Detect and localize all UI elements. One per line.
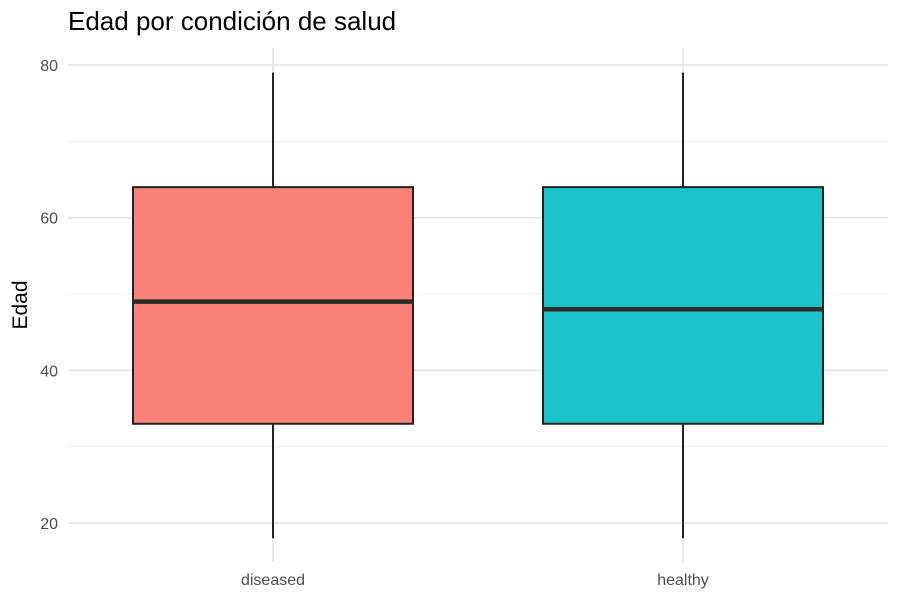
box-healthy [542, 186, 824, 425]
box-diseased [132, 186, 414, 425]
y-tick-label: 20 [40, 516, 58, 533]
chart-title: Edad por condición de salud [68, 6, 397, 36]
y-axis-label: Edad [9, 280, 32, 329]
y-tick-label: 40 [40, 363, 58, 380]
x-tick-label: diseased [241, 572, 305, 589]
y-tick-label: 60 [40, 211, 58, 228]
x-tick-label: healthy [657, 572, 709, 589]
y-tick-label: 80 [40, 58, 58, 75]
